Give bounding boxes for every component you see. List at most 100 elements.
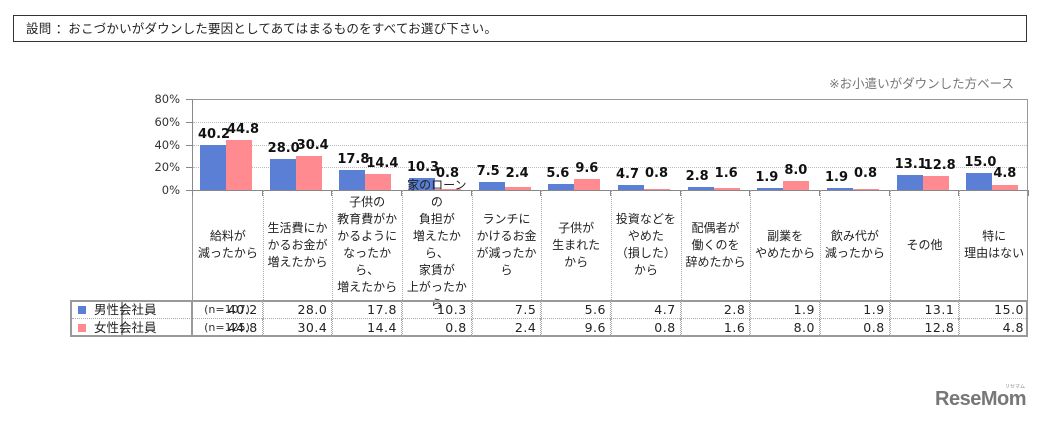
y-tick-label: 60% <box>154 114 180 129</box>
value-label-male: 1.9 <box>825 169 849 185</box>
category-label: 投資などを やめた （損した） から <box>615 212 676 277</box>
x-tick-mark <box>261 190 263 196</box>
category-label: 生活費にか かるお金が 増えたから <box>267 220 328 269</box>
value-label-male: 7.5 <box>476 163 500 179</box>
gridline <box>193 121 1027 123</box>
gridline <box>193 144 1027 146</box>
plot-area: 40.2 44.8 28.0 30.4 17.8 14.4 10.3 0.8 7.5 2.4 5.6… <box>192 99 1028 190</box>
bar-male <box>478 181 505 190</box>
bar-female <box>574 179 601 190</box>
sample-size: (n=125) <box>204 321 250 334</box>
resemom-logo: ReseMom <box>935 388 1026 410</box>
question-box: 設問 ：おこづかいがダウンした要因としてあてはまるものをすべてお選び下さい。 <box>13 15 1027 42</box>
bar-female <box>644 189 670 190</box>
bar-male <box>687 186 714 190</box>
column-divider <box>959 190 961 336</box>
table-cell-value: 8.0 <box>749 319 819 337</box>
table-cell-value: 17.8 <box>331 301 401 319</box>
column-divider <box>611 190 612 336</box>
table-cell-value: 0.8 <box>610 319 680 337</box>
bar-male <box>966 173 993 190</box>
value-label-female: 9.6 <box>575 161 599 177</box>
category-label: 子供が 生まれた から <box>552 220 601 269</box>
category-label: 特に 理由はない <box>964 229 1025 260</box>
value-label-male: 15.0 <box>964 155 997 171</box>
value-label-female: 4.8 <box>993 166 1017 181</box>
bar-female <box>992 184 1019 190</box>
category-label: 子供の 教育費がか かるように なったから、 増えたから <box>337 195 398 294</box>
bar-male <box>757 187 784 190</box>
column-divider <box>889 190 891 336</box>
base-note: ※お小遣いがダウンした方ベース <box>829 76 1014 91</box>
x-tick-mark <box>470 190 472 196</box>
table-cell-value: 0.8 <box>819 319 889 337</box>
table-cell-value: 40.2 <box>227 302 258 317</box>
value-label-male: 1.9 <box>755 169 779 185</box>
table-cell-value: 12.8 <box>888 319 959 337</box>
y-tick-label: 20% <box>154 160 180 175</box>
gridline <box>193 167 1027 169</box>
table-cell-value: 44.8 <box>227 320 258 335</box>
value-label-female: 2.4 <box>505 166 529 181</box>
row-divider <box>72 318 1026 319</box>
bar-male <box>827 187 853 190</box>
x-tick-mark <box>610 190 611 196</box>
bar-female <box>713 188 740 190</box>
bar-female <box>853 189 879 190</box>
column-divider <box>262 190 264 336</box>
x-tick-mark <box>192 190 193 196</box>
x-tick-mark <box>749 190 751 196</box>
bar-female <box>435 189 461 190</box>
value-label-male: 10.3 <box>407 160 440 176</box>
value-label-female: 0.8 <box>436 166 460 181</box>
x-tick-mark <box>1028 190 1029 196</box>
value-label-female: 12.8 <box>923 157 956 173</box>
legend-divider <box>121 300 123 337</box>
column-divider <box>750 190 752 336</box>
value-label-female: 8.0 <box>784 163 808 178</box>
legend-entry: 男性会社員 <box>70 301 192 319</box>
value-label-female: 30.4 <box>296 137 329 153</box>
table-cell-value: 5.6 <box>540 301 610 319</box>
bar-female <box>226 139 252 190</box>
value-label-male: 13.1 <box>894 157 927 173</box>
table-cell-value: 15.0 <box>958 301 1028 319</box>
y-tick-label: 0% <box>161 183 180 197</box>
table-cell-value: 2.8 <box>679 301 750 319</box>
legend-swatch-icon <box>78 324 86 332</box>
bar-male <box>200 144 226 190</box>
value-label-female: 0.8 <box>645 166 669 181</box>
column-divider <box>402 190 403 336</box>
category-label-row: 給料が 減ったから 生活費にか かるお金が 増えたから 子供の 教育費がか かるよう… <box>192 178 1028 336</box>
y-tick-label: 80% <box>154 92 180 106</box>
bar-male <box>896 175 923 190</box>
value-label-male: 2.8 <box>685 168 709 184</box>
legend-entry: 女性会社員 <box>70 319 192 337</box>
table-row-female: 女性会社員 (n=125) 44.8 30.4 14.4 0.8 2.4 9.6 0.8 1.6 8… <box>70 319 1028 337</box>
sample-size: (n=107) <box>204 303 250 316</box>
legend-swatch-icon <box>78 306 86 314</box>
table-cell-value: 4.7 <box>610 301 680 319</box>
y-tick-mark <box>186 99 192 100</box>
bar-female <box>922 175 949 190</box>
bar-male <box>269 158 296 190</box>
x-tick-mark <box>958 190 960 196</box>
y-tick-mark <box>186 167 192 169</box>
y-tick-mark <box>186 144 192 146</box>
y-tick-mark <box>186 121 192 123</box>
column-divider <box>680 190 682 336</box>
bar-male <box>409 178 435 190</box>
value-label-male: 40.2 <box>198 126 231 142</box>
table-cell-value: 4.8 <box>958 319 1028 337</box>
category-label: 家のローンの 負担が 増えたから、 家賃が 上がったから <box>406 178 467 311</box>
column-divider <box>820 190 821 336</box>
bar-female <box>783 181 810 190</box>
table-cell-value: 0.8 <box>401 319 471 337</box>
category-label: ランチに かけるお金 が減ったから <box>476 212 537 277</box>
header-divider <box>191 300 193 337</box>
column-divider <box>541 190 543 336</box>
bar-male <box>339 169 366 190</box>
bar-female <box>504 187 531 190</box>
category-label: 配偶者が 働くのを 辞めたから <box>685 220 746 269</box>
x-tick-mark <box>540 190 542 196</box>
